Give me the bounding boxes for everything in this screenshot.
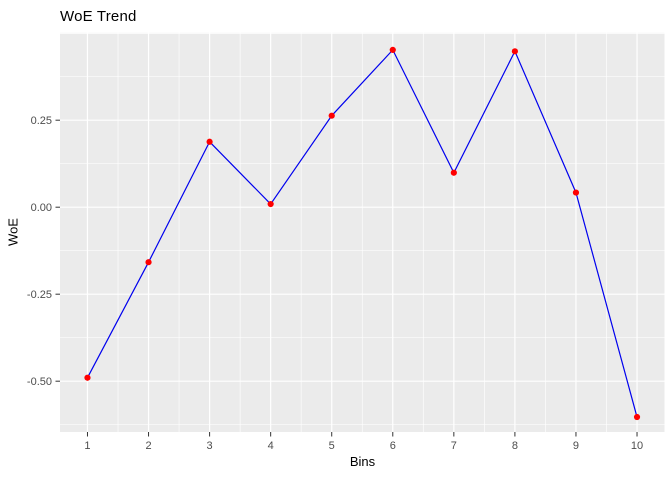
x-tick-label: 5 <box>329 440 335 452</box>
y-tick-label: -0.50 <box>27 376 52 388</box>
x-tick-label: 1 <box>84 440 90 452</box>
data-point <box>328 112 335 119</box>
data-point <box>633 413 641 421</box>
x-tick-label: 7 <box>451 440 457 452</box>
y-axis-title: WoE <box>5 218 21 246</box>
trend-line <box>86 48 638 418</box>
x-axis-title: Bins <box>349 454 376 469</box>
x-tick-label: 10 <box>631 440 643 452</box>
data-point <box>145 259 152 266</box>
x-tick-label: 8 <box>512 440 518 452</box>
x-tick-label: 6 <box>390 440 396 452</box>
y-tick-label: 0.25 <box>31 115 52 127</box>
data-point <box>572 189 580 196</box>
y-tick-label: 0.00 <box>31 202 52 214</box>
x-tick-label: 2 <box>145 440 151 452</box>
data-point <box>84 374 91 381</box>
data-point <box>267 200 274 208</box>
data-point <box>389 46 396 53</box>
chart-title: WoE Trend <box>60 8 137 25</box>
data-point <box>511 48 519 55</box>
x-tick-label: 3 <box>207 440 213 452</box>
x-tick-label: 9 <box>573 440 579 452</box>
x-tick-label: 4 <box>268 440 274 452</box>
y-tick-label: -0.25 <box>27 289 52 301</box>
data-point <box>206 138 213 145</box>
data-point <box>450 169 457 176</box>
